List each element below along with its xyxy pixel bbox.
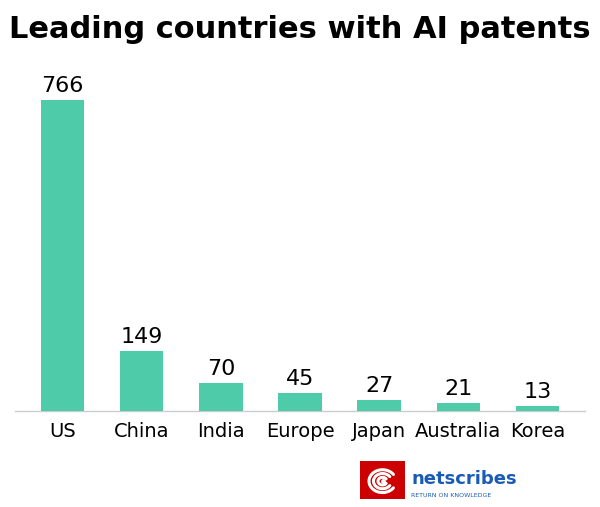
Text: 70: 70	[206, 358, 235, 379]
Text: 21: 21	[444, 379, 472, 399]
FancyBboxPatch shape	[357, 459, 408, 502]
Bar	[199, 383, 242, 411]
Bar	[120, 351, 163, 411]
Text: 27: 27	[365, 376, 393, 396]
Bar	[358, 400, 401, 411]
Text: 149: 149	[121, 327, 163, 347]
Text: 13: 13	[523, 382, 551, 402]
Title: Leading countries with AI patents: Leading countries with AI patents	[9, 15, 591, 44]
Bar	[516, 406, 559, 411]
Text: netscribes: netscribes	[411, 470, 517, 488]
Text: RETURN ON KNOWLEDGE: RETURN ON KNOWLEDGE	[411, 493, 491, 498]
Bar	[278, 393, 322, 411]
Bar	[437, 403, 480, 411]
Text: 45: 45	[286, 369, 314, 389]
Bar	[41, 100, 84, 411]
Text: 766: 766	[41, 76, 83, 96]
